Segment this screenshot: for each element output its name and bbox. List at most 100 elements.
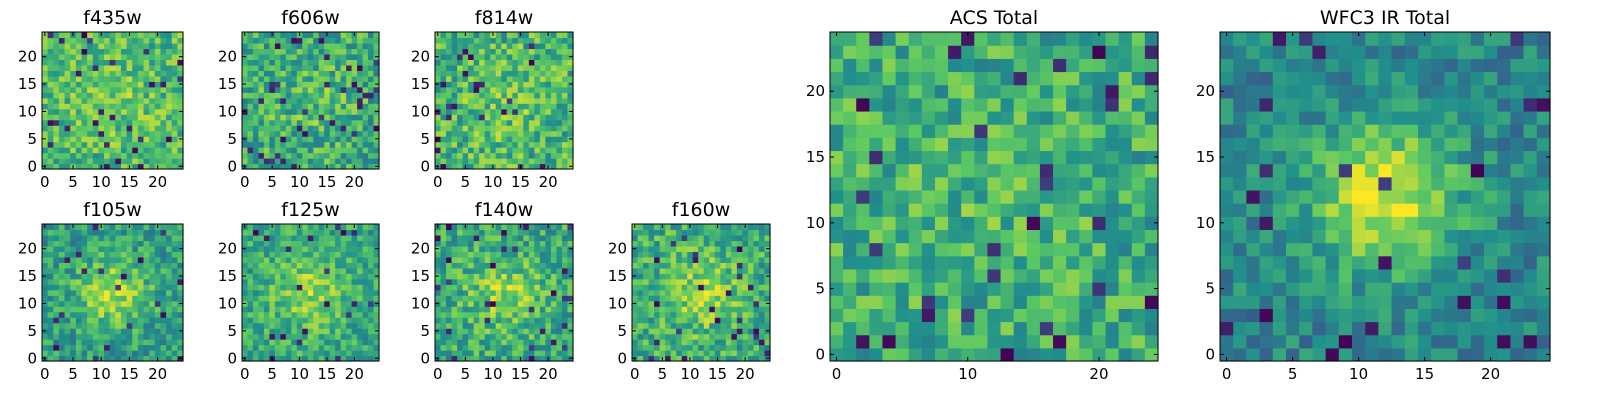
heatmap-cell [517, 267, 524, 274]
heatmap-cell [528, 344, 535, 351]
heatmap-cell [1105, 347, 1120, 362]
x-tick-label: 5 [68, 365, 78, 383]
heatmap-cell [1105, 229, 1120, 244]
heatmap-cells [435, 32, 574, 170]
heatmap-cell [263, 37, 270, 44]
heatmap-cell [58, 119, 66, 126]
heatmap-cell [329, 125, 336, 132]
heatmap-cell [258, 97, 265, 104]
heatmap-cell [132, 75, 139, 82]
heatmap-cell [643, 234, 650, 242]
heatmap-cell [457, 234, 464, 242]
heatmap-cell [302, 81, 309, 88]
heatmap-cell [451, 234, 458, 242]
heatmap-cell [462, 136, 469, 143]
heatmap-cell [473, 147, 480, 154]
heatmap-cell [313, 136, 320, 143]
heatmap-cell [720, 256, 727, 263]
heatmap-cell [1131, 176, 1146, 191]
heatmap-cell [340, 344, 347, 351]
heatmap-cell [307, 322, 314, 329]
heatmap-cell [132, 355, 139, 362]
heatmap-cell [490, 333, 497, 340]
heatmap-cell [567, 229, 574, 236]
heatmap-cell [545, 92, 552, 99]
heatmap-cell [567, 339, 574, 346]
heatmap-cell [340, 32, 347, 39]
heatmap-cell [479, 130, 486, 137]
heatmap-cell [351, 273, 358, 280]
heatmap-cell [126, 114, 133, 121]
heatmap-cell [42, 152, 49, 159]
heatmap-cell [1039, 255, 1054, 270]
heatmap-cell [329, 311, 336, 318]
heatmap-cell [539, 48, 546, 55]
heatmap-cell [714, 256, 721, 263]
heatmap-cell [501, 355, 508, 362]
heatmap-cell [556, 158, 563, 165]
heatmap-cell [92, 141, 99, 148]
heatmap-cell [357, 152, 364, 159]
heatmap-cell [247, 311, 254, 318]
heatmap-cell [58, 92, 66, 99]
heatmap-cell [506, 311, 513, 318]
heatmap-cell [506, 108, 513, 115]
heatmap-cell [362, 240, 369, 247]
heatmap-cell [318, 328, 325, 335]
heatmap-cell [302, 262, 309, 269]
heatmap-cell [53, 92, 60, 99]
heatmap-cell [1144, 334, 1159, 349]
heatmap-cell [908, 321, 923, 336]
heatmap-cell [357, 322, 364, 329]
heatmap-cell [550, 322, 558, 329]
heatmap-cell [457, 267, 464, 274]
heatmap-cell [534, 92, 541, 99]
heatmap-cell [550, 59, 558, 66]
heatmap-cell [252, 114, 260, 121]
heatmap-cell [567, 48, 574, 55]
heatmap-cell [154, 97, 162, 104]
heatmap-cell [742, 311, 749, 318]
axes-frame [241, 31, 380, 170]
heatmap-cell [736, 240, 743, 247]
heatmap-cell [451, 114, 458, 121]
heatmap-cell [109, 75, 116, 82]
heatmap-cell [70, 59, 77, 66]
heatmap-cell [171, 130, 178, 137]
heatmap-cell [747, 224, 755, 231]
heatmap-cell [698, 273, 705, 280]
heatmap-cell [47, 339, 54, 346]
heatmap-cell [501, 130, 508, 137]
heatmap-cell [126, 92, 133, 99]
heatmap-cell [545, 136, 552, 143]
heatmap-cell [676, 333, 683, 340]
heatmap-cell [484, 119, 491, 126]
heatmap-cell [126, 328, 133, 335]
heatmap-cell [242, 229, 249, 236]
heatmap-cell [648, 267, 655, 274]
heatmap-cell [302, 42, 309, 50]
heatmap-cell [539, 224, 546, 231]
heatmap-cell [357, 251, 364, 258]
heatmap-cell [545, 234, 552, 242]
heatmap-cell [42, 284, 49, 291]
heatmap-cell [1066, 189, 1080, 204]
heatmap-cell [340, 130, 347, 137]
heatmap-cell [166, 333, 173, 340]
heatmap-cell [654, 311, 661, 318]
heatmap-cell [53, 114, 60, 121]
heatmap-cell [506, 147, 513, 154]
heatmap-cell [895, 189, 910, 204]
heatmap-cell [149, 86, 156, 93]
heatmap-cell [269, 278, 276, 285]
heatmap-cell [247, 158, 254, 165]
heatmap-cell [648, 306, 655, 313]
heatmap-cell [258, 355, 265, 362]
heatmap-cell [506, 262, 513, 269]
heatmap-cells [435, 224, 574, 362]
heatmap-cell [346, 59, 353, 66]
heatmap-cell [714, 311, 721, 318]
heatmap-cell [137, 289, 145, 296]
heatmap-cell [247, 224, 254, 231]
